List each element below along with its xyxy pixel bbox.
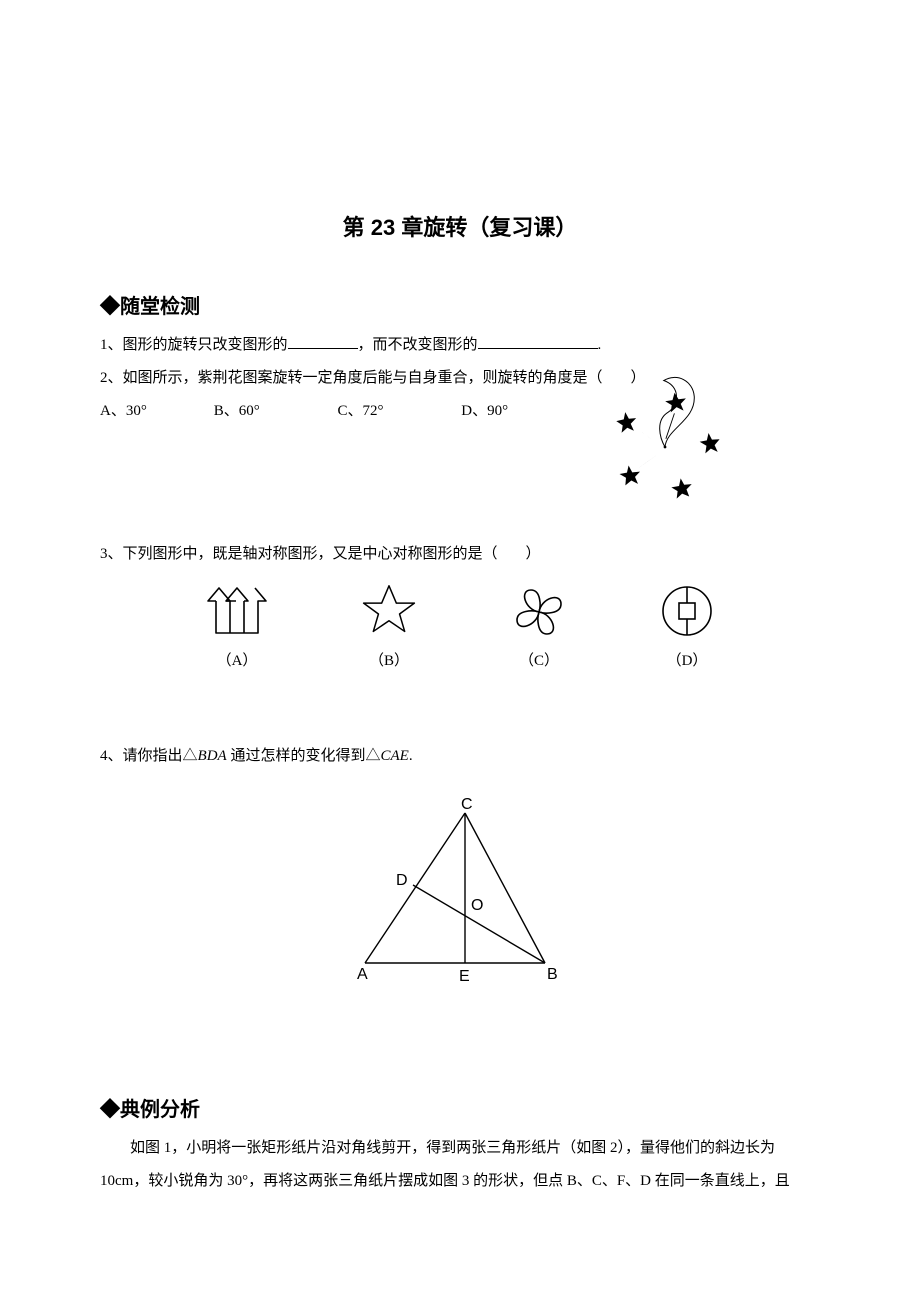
q2-num: 2、 [100,370,123,386]
q4-num: 4、 [100,748,123,764]
question-3: 3、下列图形中，既是轴对称图形，又是中心对称图形的是（ ） [100,538,820,571]
fan-icon [509,585,569,639]
q4-label-C: C [461,796,473,813]
q2-text: 如图所示，紫荆花图案旋转一定角度后能与自身重合，则旋转的角度是（ [123,370,603,386]
question-1: 1、图形的旋转只改变图形的 ，而不改变图形的. [100,329,820,362]
coin-icon [659,583,715,639]
q3-fig-c: （C） [509,585,569,670]
star-icon [359,583,419,639]
q3-label-d: （D） [667,649,708,670]
q2-opt-a: A、30° [100,395,210,428]
q4-label-B: B [547,966,558,983]
q3-label-c: （C） [519,649,559,670]
q4-label-A: A [357,966,368,983]
q1-blank-2 [478,333,598,350]
q1-t1: 图形的旋转只改变图形的 [123,337,288,353]
q2-opt-b: B、60° [214,395,334,428]
example-line-1: 如图 1，小明将一张矩形纸片沿对角线剪开，得到两张三角形纸片（如图 2），量得他… [100,1132,820,1165]
q4-cae: CAE [380,748,408,764]
q3-num: 3、 [100,546,123,562]
q1-num: 1、 [100,337,123,353]
question-2: 2、如图所示，紫荆花图案旋转一定角度后能与自身重合，则旋转的角度是（） A、30… [100,362,820,428]
q4-figure: A B C D E O [100,793,820,993]
q4-t2: 通过怎样的变化得到△ [227,748,381,764]
q3-fig-a: （A） [205,585,269,670]
q2-opt-d: D、90° [461,395,571,428]
page-title: 第 23 章旋转（复习课） [100,210,820,242]
q4-t3: . [409,748,413,764]
three-arrows-icon [205,585,269,639]
q4-label-O: O [471,897,483,914]
q1-t3: . [598,337,602,353]
q3-figures-row: （A） （B） （C） （D） [100,577,820,670]
q2-opt-c: C、72° [338,395,458,428]
q3-fig-b: （B） [359,583,419,670]
q1-blank-1 [288,333,358,350]
q4-bda: BDA [198,748,227,764]
question-4: 4、请你指出△BDA 通过怎样的变化得到△CAE. [100,740,820,773]
section-heading-quiz: ◆随堂检测 [100,290,820,319]
example-line-2: 10cm，较小锐角为 30°，再将这两张三角纸片摆成如图 3 的形状，但点 B、… [100,1165,820,1198]
q3-text: 下列图形中，既是轴对称图形，又是中心对称图形的是（ [123,546,498,562]
q4-label-E: E [459,968,470,985]
q4-t1: 请你指出△ [123,748,198,764]
q3-label-b: （B） [369,649,409,670]
q3-fig-d: （D） [659,583,715,670]
q4-label-D: D [396,872,408,889]
section-heading-example: ◆典例分析 [100,1093,820,1122]
q3-label-a: （A） [217,649,258,670]
bauhinia-figure [590,372,740,527]
q1-t2: ，而不改变图形的 [358,337,478,353]
q3-close: ） [526,546,541,562]
